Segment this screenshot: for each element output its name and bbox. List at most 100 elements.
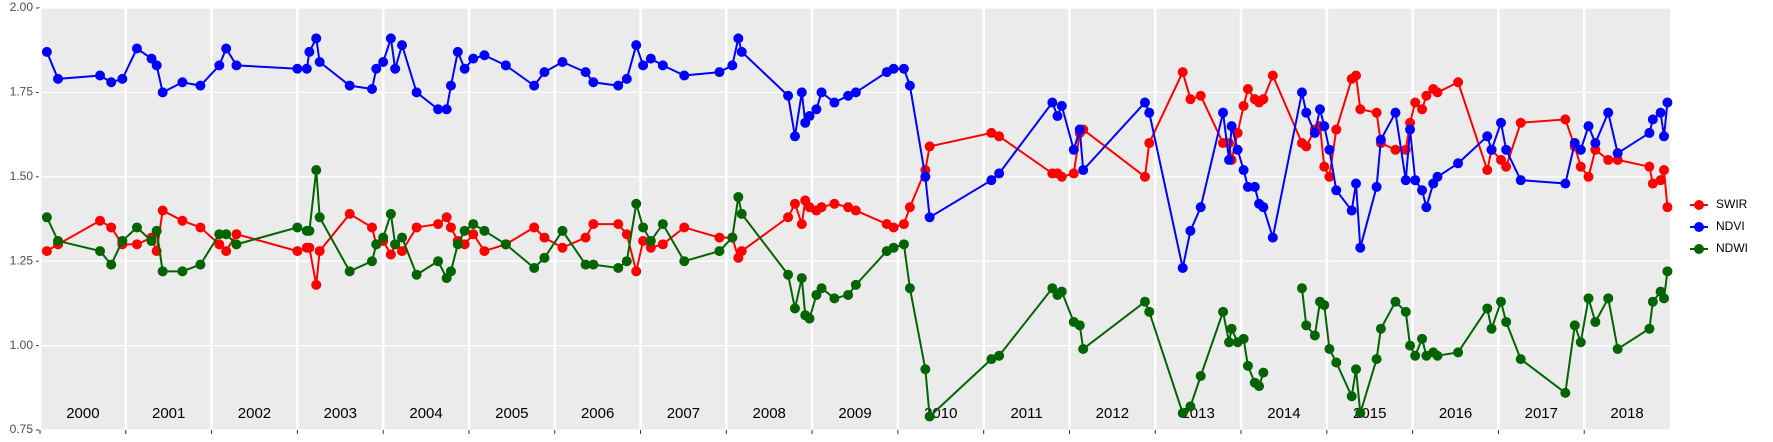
point	[214, 239, 225, 250]
point	[804, 111, 815, 122]
point	[292, 63, 303, 74]
point	[452, 239, 463, 250]
point	[1515, 117, 1526, 128]
point	[1238, 100, 1249, 111]
point	[131, 43, 142, 54]
point	[1144, 138, 1155, 149]
point	[1658, 165, 1669, 176]
point	[1258, 367, 1269, 378]
point	[441, 104, 452, 115]
point	[131, 239, 142, 250]
point	[433, 219, 444, 230]
point	[588, 259, 599, 270]
point	[1375, 323, 1386, 334]
point	[1218, 107, 1229, 118]
point	[117, 73, 128, 84]
point	[1647, 178, 1658, 189]
point	[1068, 144, 1079, 155]
point	[177, 266, 188, 277]
point	[1390, 144, 1401, 155]
year-label: 2009	[838, 405, 871, 422]
point	[1177, 67, 1188, 78]
point	[1410, 175, 1421, 186]
point	[311, 33, 322, 44]
point	[304, 46, 315, 57]
point	[557, 57, 568, 68]
point	[195, 259, 206, 270]
panel	[40, 8, 1670, 430]
point	[539, 252, 550, 263]
point	[1254, 381, 1265, 392]
point	[500, 60, 511, 71]
point	[385, 33, 396, 44]
point	[1371, 107, 1382, 118]
point	[1185, 401, 1196, 412]
point	[679, 256, 690, 267]
point	[1482, 165, 1493, 176]
point	[1583, 121, 1594, 132]
point	[843, 202, 854, 213]
point	[631, 266, 642, 277]
point	[1346, 391, 1357, 402]
point	[1453, 347, 1464, 358]
point	[1309, 330, 1320, 341]
point	[157, 205, 168, 216]
point	[986, 354, 997, 365]
point	[631, 40, 642, 51]
point	[1583, 293, 1594, 304]
point	[106, 259, 117, 270]
year-label: 2008	[753, 405, 786, 422]
point	[1655, 175, 1666, 186]
point	[1078, 165, 1089, 176]
point	[292, 246, 303, 257]
point	[638, 60, 649, 71]
point	[789, 303, 800, 314]
point	[1232, 127, 1243, 138]
point	[1486, 144, 1497, 155]
year-label: 2005	[495, 405, 528, 422]
point	[397, 40, 408, 51]
point	[468, 219, 479, 230]
point	[1314, 104, 1325, 115]
point	[311, 165, 322, 176]
point	[904, 80, 915, 91]
point	[843, 90, 854, 101]
point	[1400, 306, 1411, 317]
year-label: 2001	[152, 405, 185, 422]
point	[714, 67, 725, 78]
point	[736, 246, 747, 257]
point	[714, 246, 725, 257]
point	[657, 60, 668, 71]
point	[445, 222, 456, 233]
point	[479, 225, 490, 236]
point	[1139, 171, 1150, 182]
point	[736, 208, 747, 219]
point	[1346, 205, 1357, 216]
point	[1453, 158, 1464, 169]
point	[645, 235, 656, 246]
point	[1569, 138, 1580, 149]
point	[479, 50, 490, 61]
point	[1324, 343, 1335, 354]
point	[441, 212, 452, 223]
point	[1569, 320, 1580, 331]
point	[177, 77, 188, 88]
point	[411, 87, 422, 98]
point	[1355, 104, 1366, 115]
point	[1486, 323, 1497, 334]
point	[580, 232, 591, 243]
point	[1139, 97, 1150, 108]
point	[1662, 202, 1673, 213]
year-label: 2014	[1267, 405, 1300, 422]
point	[231, 239, 242, 250]
point	[146, 53, 157, 64]
y-tick-label: 1.00	[10, 338, 34, 352]
point	[1583, 171, 1594, 182]
point	[1575, 161, 1586, 172]
point	[146, 235, 157, 246]
point	[231, 229, 242, 240]
point	[588, 77, 599, 88]
point	[1309, 127, 1320, 138]
point	[1390, 296, 1401, 307]
point	[733, 33, 744, 44]
